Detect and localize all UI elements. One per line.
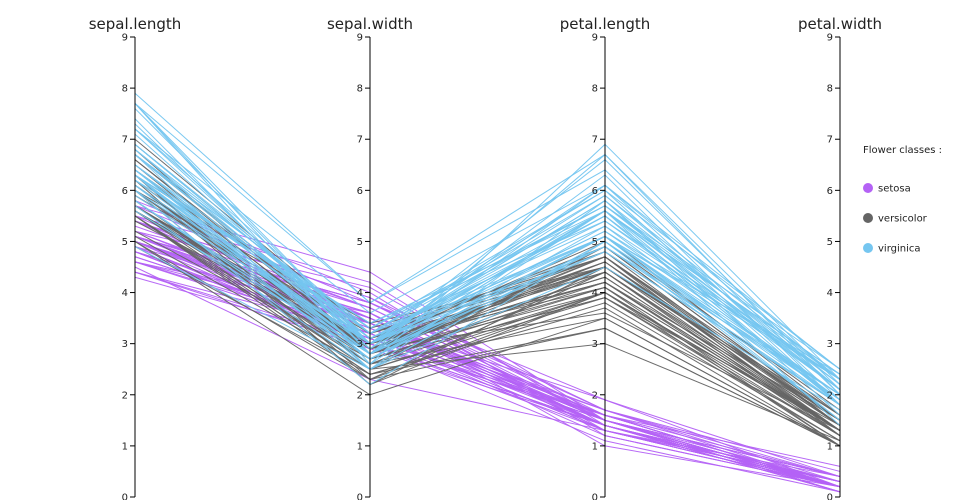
tick-label: 2	[592, 390, 598, 401]
tick-label: 6	[122, 186, 128, 197]
virginica-line	[134, 200, 841, 401]
virginica-line	[134, 195, 841, 406]
virginica-line	[134, 128, 841, 370]
tick-label: 0	[122, 493, 128, 500]
legend-item-setosa: setosa	[863, 183, 911, 195]
axis-title: petal.width	[798, 15, 882, 33]
tick-label: 4	[357, 288, 363, 299]
tick-label: 6	[827, 186, 833, 197]
tick-label: 9	[357, 33, 363, 44]
tick-label: 0	[592, 493, 598, 500]
data-lines	[134, 92, 841, 493]
tick-label: 9	[827, 33, 833, 44]
legend-marker	[863, 183, 873, 193]
tick-label: 5	[122, 237, 128, 248]
tick-label: 9	[592, 33, 598, 44]
tick-label: 6	[357, 186, 363, 197]
virginica-line	[134, 179, 841, 380]
tick-label: 8	[827, 84, 833, 95]
tick-label: 8	[357, 84, 363, 95]
tick-label: 7	[357, 135, 363, 146]
tick-label: 7	[592, 135, 598, 146]
axis-petal-length: petal.length 0 1 2 3 4 5 6 7 8 9	[560, 15, 651, 500]
virginica-line	[134, 154, 841, 370]
tick-label: 4	[592, 288, 598, 299]
axis-title: petal.length	[560, 15, 651, 33]
versicolor-line	[134, 235, 841, 442]
tick-label: 1	[592, 441, 598, 452]
virginica-line	[134, 149, 841, 380]
tick-label: 6	[592, 186, 598, 197]
tick-label: 5	[827, 237, 833, 248]
tick-label: 0	[827, 493, 833, 500]
tick-label: 3	[827, 339, 833, 350]
virginica-line	[134, 246, 841, 411]
axis-title: sepal.width	[327, 15, 413, 33]
versicolor-line	[134, 241, 841, 447]
virginica-line	[134, 189, 841, 421]
axis-sepal-width: sepal.width 0 1 2 3 4 5 6 7 8 9	[327, 15, 413, 500]
tick-label: 4	[827, 288, 833, 299]
virginica-line	[134, 169, 841, 385]
legend-label: setosa	[878, 184, 911, 195]
legend: Flower classes : setosa versicolor virginic…	[863, 145, 942, 255]
legend-label: virginica	[878, 244, 921, 255]
tick-label: 3	[592, 339, 598, 350]
legend-label: versicolor	[878, 214, 928, 225]
tick-label: 3	[122, 339, 128, 350]
tick-label: 9	[122, 33, 128, 44]
versicolor-line	[134, 215, 841, 447]
legend-title: Flower classes :	[863, 145, 942, 156]
tick-label: 0	[357, 493, 363, 500]
tick-label: 8	[592, 84, 598, 95]
tick-label: 5	[592, 237, 598, 248]
legend-marker	[863, 213, 873, 223]
tick-label: 2	[357, 390, 363, 401]
tick-label: 4	[122, 288, 128, 299]
virginica-line	[134, 164, 841, 396]
axis-petal-width: petal.width 0 1 2 3 4 5 6 7 8 9	[798, 15, 882, 500]
virginica-line	[134, 103, 841, 385]
axis-title: sepal.length	[89, 15, 182, 33]
versicolor-line	[134, 215, 841, 431]
legend-item-virginica: virginica	[863, 243, 921, 255]
tick-label: 8	[122, 84, 128, 95]
tick-label: 1	[122, 441, 128, 452]
tick-label: 3	[357, 339, 363, 350]
tick-label: 7	[122, 135, 128, 146]
tick-label: 1	[827, 441, 833, 452]
virginica-line	[134, 154, 841, 375]
legend-item-versicolor: versicolor	[863, 213, 928, 225]
axis-sepal-length: sepal.length 0 1 2 3 4 5 6 7 8 9	[89, 15, 182, 500]
legend-marker	[863, 243, 873, 253]
tick-label: 2	[122, 390, 128, 401]
series-virginica	[134, 92, 841, 426]
tick-label: 1	[357, 441, 363, 452]
tick-label: 5	[357, 237, 363, 248]
axes: sepal.length0123456789sepal.width0123456…	[89, 15, 882, 500]
tick-label: 2	[827, 390, 833, 401]
tick-label: 7	[827, 135, 833, 146]
virginica-line	[134, 103, 841, 396]
